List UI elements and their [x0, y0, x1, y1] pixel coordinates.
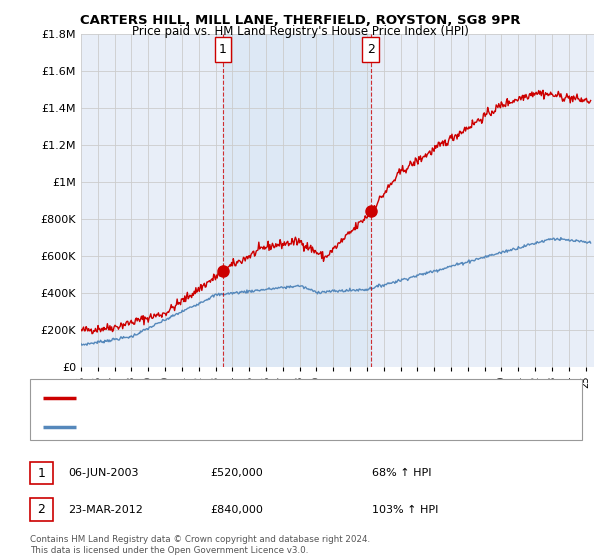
Text: 06-JUN-2003: 06-JUN-2003 [68, 468, 139, 478]
Text: £840,000: £840,000 [210, 505, 263, 515]
Bar [223, 34, 371, 367]
Text: CARTERS HILL, MILL LANE, THERFIELD, ROYSTON, SG8 9PR (detached house): CARTERS HILL, MILL LANE, THERFIELD, ROYS… [83, 393, 466, 403]
Text: Contains HM Land Registry data © Crown copyright and database right 2024.: Contains HM Land Registry data © Crown c… [30, 535, 370, 544]
Text: 2: 2 [37, 503, 46, 516]
Text: CARTERS HILL, MILL LANE, THERFIELD, ROYSTON, SG8 9PR: CARTERS HILL, MILL LANE, THERFIELD, ROYS… [80, 14, 520, 27]
Text: 68% ↑ HPI: 68% ↑ HPI [372, 468, 431, 478]
Text: 23-MAR-2012: 23-MAR-2012 [68, 505, 143, 515]
Text: This data is licensed under the Open Government Licence v3.0.: This data is licensed under the Open Gov… [30, 547, 308, 556]
Text: 1: 1 [37, 466, 46, 480]
Text: 2: 2 [367, 43, 374, 56]
FancyBboxPatch shape [362, 37, 379, 62]
FancyBboxPatch shape [215, 37, 231, 62]
Text: HPI: Average price, detached house, North Hertfordshire: HPI: Average price, detached house, Nort… [83, 422, 365, 432]
Text: £520,000: £520,000 [210, 468, 263, 478]
Text: Price paid vs. HM Land Registry's House Price Index (HPI): Price paid vs. HM Land Registry's House … [131, 25, 469, 38]
Text: 103% ↑ HPI: 103% ↑ HPI [372, 505, 439, 515]
Text: 1: 1 [219, 43, 227, 56]
